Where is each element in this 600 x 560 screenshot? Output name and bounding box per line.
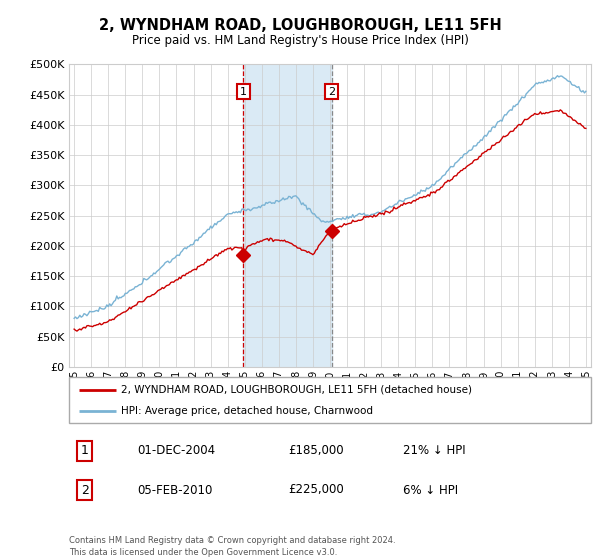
Text: Price paid vs. HM Land Registry's House Price Index (HPI): Price paid vs. HM Land Registry's House …	[131, 34, 469, 47]
Text: 2: 2	[81, 483, 89, 497]
Text: £225,000: £225,000	[288, 483, 344, 497]
Text: 2, WYNDHAM ROAD, LOUGHBOROUGH, LE11 5FH (detached house): 2, WYNDHAM ROAD, LOUGHBOROUGH, LE11 5FH …	[121, 385, 472, 395]
Text: 1: 1	[240, 87, 247, 97]
Text: £185,000: £185,000	[288, 444, 344, 458]
Text: Contains HM Land Registry data © Crown copyright and database right 2024.
This d: Contains HM Land Registry data © Crown c…	[69, 536, 395, 557]
Text: 1: 1	[81, 444, 89, 458]
Text: 21% ↓ HPI: 21% ↓ HPI	[403, 444, 466, 458]
Text: 05-FEB-2010: 05-FEB-2010	[137, 483, 212, 497]
Text: HPI: Average price, detached house, Charnwood: HPI: Average price, detached house, Char…	[121, 407, 373, 416]
Text: 2: 2	[328, 87, 335, 97]
Text: 01-DEC-2004: 01-DEC-2004	[137, 444, 215, 458]
Text: 6% ↓ HPI: 6% ↓ HPI	[403, 483, 458, 497]
FancyBboxPatch shape	[69, 377, 591, 423]
Text: 2, WYNDHAM ROAD, LOUGHBOROUGH, LE11 5FH: 2, WYNDHAM ROAD, LOUGHBOROUGH, LE11 5FH	[98, 18, 502, 32]
Bar	[244, 64, 332, 367]
